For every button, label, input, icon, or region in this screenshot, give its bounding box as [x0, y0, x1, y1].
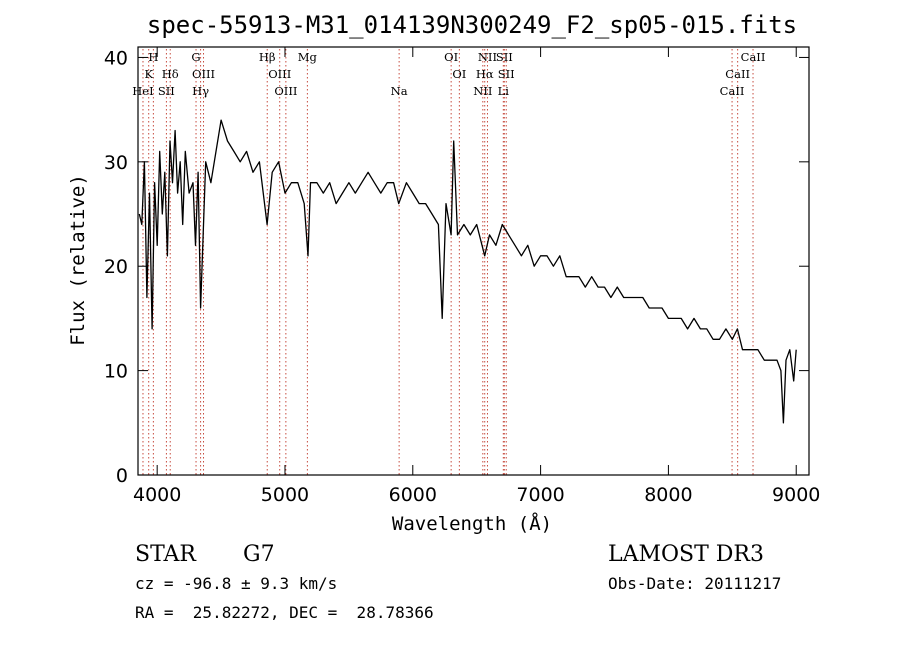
- x-tick-label: 6000: [389, 484, 437, 506]
- spectral-line-label: Mg: [298, 50, 318, 64]
- coordinates: RA = 25.82272, DEC = 28.78366: [135, 603, 434, 622]
- object-class: STAR: [135, 542, 197, 567]
- y-axis-ticks: 0 10 20 30 40: [104, 47, 809, 487]
- spectral-line-label: Hα: [476, 67, 494, 81]
- spectral-line-label: SII: [158, 84, 175, 98]
- spectral-line-label: Hβ: [259, 50, 276, 64]
- y-axis-label: Flux (relative): [67, 174, 89, 346]
- y-tick-label: 0: [116, 465, 128, 487]
- spectral-line-label: HeI: [132, 84, 153, 98]
- spectral-line-label: OIII: [192, 67, 215, 81]
- spectral-line-label: CaII: [725, 67, 750, 81]
- spectral-line-label: CaII: [741, 50, 766, 64]
- x-tick-label: 8000: [644, 484, 692, 506]
- spectral-line-label: Hδ: [162, 67, 179, 81]
- x-tick-label: 7000: [516, 484, 564, 506]
- spectral-line-label: H: [148, 50, 158, 64]
- redshift-velocity: cz = -96.8 ± 9.3 km/s: [135, 574, 337, 593]
- spectral-line-label: K: [144, 67, 153, 81]
- y-tick-label: 40: [104, 47, 128, 69]
- x-axis-label: Wavelength (Å): [392, 512, 552, 535]
- spectral-line-label: OI: [452, 67, 466, 81]
- spectrum-series-line: [138, 119, 797, 424]
- spectral-line-label: G: [191, 50, 200, 64]
- plot-frame: [137, 46, 810, 476]
- x-tick-label: 9000: [772, 484, 820, 506]
- spectral-line-label: Na: [391, 84, 408, 98]
- spectral-line-label: SII: [498, 67, 515, 81]
- spectral-line-markers: [142, 49, 754, 475]
- x-tick-label: 5000: [261, 484, 309, 506]
- spectral-line-label: SII: [496, 50, 513, 64]
- y-tick-label: 20: [104, 256, 128, 278]
- observation-date: Obs-Date: 20111217: [608, 574, 781, 593]
- chart-title: spec-55913-M31_014139N300249_F2_sp05-015…: [147, 11, 797, 39]
- survey-name: LAMOST DR3: [608, 542, 764, 567]
- spectral-line-label: Li: [498, 84, 510, 98]
- object-subclass: G7: [243, 542, 275, 567]
- spectral-line-label: OIII: [268, 67, 291, 81]
- x-axis-ticks: 4000 5000 6000 7000 8000 9000: [133, 47, 820, 506]
- spectral-line-label: OI: [444, 50, 458, 64]
- spectral-line-label: NII: [478, 50, 497, 64]
- spectral-line-label: OIII: [274, 84, 297, 98]
- spectral-line-label: CaII: [720, 84, 745, 98]
- x-tick-label: 4000: [133, 484, 181, 506]
- spectral-line-label: Hγ: [192, 84, 209, 98]
- y-tick-label: 10: [104, 361, 128, 383]
- y-tick-label: 30: [104, 152, 128, 174]
- spectral-line-label: NII: [473, 84, 492, 98]
